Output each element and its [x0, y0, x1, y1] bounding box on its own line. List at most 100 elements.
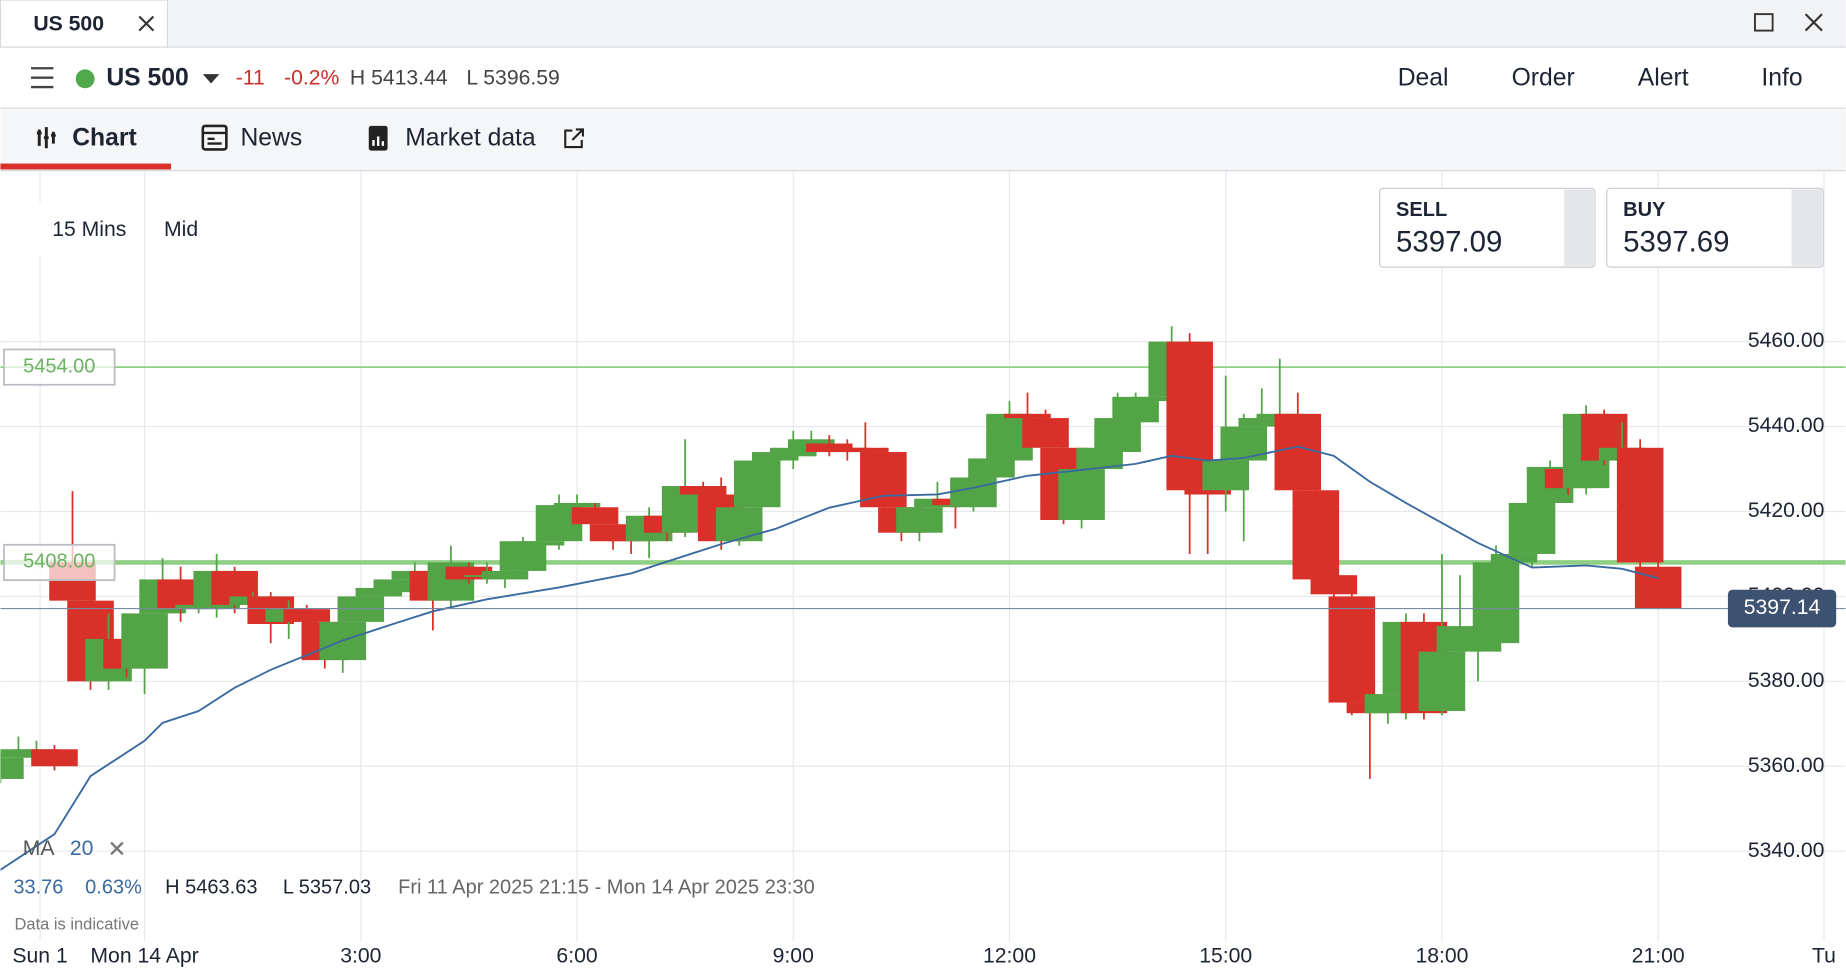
candle-body [1076, 447, 1123, 470]
external-link-icon[interactable] [564, 128, 584, 149]
x-tick-label: 9:00 [773, 944, 814, 967]
order-button[interactable]: Order [1512, 64, 1575, 91]
axes: 5340.005360.005380.005400.005420.005440.… [3, 329, 1837, 967]
candle-body [1292, 490, 1340, 580]
candle-body [950, 477, 997, 508]
news-icon [201, 124, 228, 151]
moving-average-line [0, 445, 1659, 871]
alert-button[interactable]: Alert [1638, 64, 1689, 91]
sell-button[interactable] [1378, 187, 1596, 268]
info-button[interactable]: Info [1761, 64, 1802, 91]
session-high: H 5413.44 [350, 66, 448, 89]
close-window-icon[interactable] [1804, 13, 1823, 32]
sell-price: 5397.09 [1396, 225, 1502, 258]
candle-body [1310, 575, 1358, 595]
candle-body [896, 507, 943, 533]
candle-body [31, 749, 78, 767]
session-low: L 5396.59 [466, 66, 559, 89]
x-tick-label: 6:00 [556, 944, 597, 967]
price-type-label[interactable]: Mid [164, 218, 198, 241]
buy-price: 5397.69 [1623, 225, 1729, 258]
disclaimer: Data is indicative [15, 915, 140, 933]
stats-range: Fri 11 Apr 2025 21:15 - Mon 14 Apr 2025 … [398, 877, 815, 899]
candle-body [1238, 418, 1286, 427]
indicator-period: 20 [70, 837, 94, 860]
alert-level-label: 5408.00 [23, 551, 95, 573]
buy-button[interactable] [1606, 187, 1824, 268]
x-tick-label: Mon 14 Apr [90, 944, 198, 967]
last-price-box [1727, 589, 1837, 628]
news-tab[interactable]: News [240, 124, 302, 151]
window-tab-title: US 500 [33, 12, 104, 35]
candle-body [517, 541, 565, 546]
candle-body [571, 507, 619, 525]
market-data-tab[interactable]: Market data [405, 124, 536, 151]
candle-body [968, 458, 1015, 478]
stats-change: 33.76 [13, 877, 63, 899]
candle-body [499, 541, 547, 571]
candle-body [1130, 396, 1177, 402]
candle-body [1058, 469, 1105, 520]
price-type-selector[interactable] [146, 202, 217, 257]
candle-body [1418, 651, 1466, 712]
x-tick-label: 12:00 [983, 944, 1036, 967]
candle-body [121, 613, 168, 669]
candle-body [842, 447, 889, 453]
candle-body [1508, 502, 1556, 554]
market-data-icon-bars [372, 136, 385, 146]
candle-body [1616, 447, 1664, 563]
candle-body [373, 579, 421, 593]
menu-icon[interactable] [31, 67, 54, 89]
active-tab-underline [0, 163, 172, 170]
market-open-dot [75, 69, 95, 89]
plot-area [0, 171, 1846, 942]
indicator-name: MA [23, 837, 56, 860]
candle-body [1004, 413, 1051, 419]
y-tick-label: 5340.00 [1748, 839, 1825, 862]
candle-body [481, 570, 529, 580]
stats-high: H 5463.63 [165, 877, 257, 899]
alert-level-box [3, 348, 116, 386]
candle-body [553, 502, 601, 508]
interval-selector[interactable] [31, 202, 144, 257]
alert-level-box [3, 543, 116, 581]
sell-button-strip [1564, 189, 1594, 266]
candle-body [283, 609, 331, 622]
x-tick-label: 15:00 [1199, 944, 1252, 967]
buy-button-strip [1791, 189, 1823, 266]
x-tick-label: 18:00 [1415, 944, 1468, 967]
candle-body [715, 507, 763, 542]
candle-body [1202, 460, 1250, 491]
deal-button[interactable]: Deal [1398, 64, 1449, 91]
y-tick-label: 5460.00 [1748, 329, 1825, 352]
tab-bar [0, 109, 1846, 171]
candle-body [1472, 562, 1520, 644]
y-tick-label: 5360.00 [1748, 754, 1825, 777]
remove-indicator-icon[interactable] [110, 841, 124, 856]
alert-level-label: 5454.00 [23, 355, 95, 377]
sell-label: SELL [1396, 199, 1447, 221]
price-change-pct: -0.2% [284, 66, 339, 89]
candle-body [1328, 596, 1376, 703]
close-tab-icon[interactable] [138, 15, 155, 32]
title-bar [0, 0, 1846, 48]
y-tick-label: 5440.00 [1748, 414, 1825, 437]
candle-body [679, 486, 727, 495]
candle-body [733, 460, 781, 508]
interval-label[interactable]: 15 Mins [52, 218, 126, 241]
candle-body [1022, 418, 1069, 448]
chart-icon [36, 127, 56, 149]
x-tick-label: 21:00 [1632, 944, 1685, 967]
y-tick-label: 5420.00 [1748, 499, 1825, 522]
chart-tab[interactable]: Chart [72, 124, 137, 151]
candle-body [860, 452, 907, 508]
price-change: -11 [236, 66, 265, 89]
maximize-icon[interactable] [1754, 13, 1774, 32]
news-icon-lines [202, 131, 227, 145]
window-tab[interactable] [0, 0, 169, 48]
x-tick-label: Sun 1 [12, 944, 67, 967]
x-tick-label: Tu [1812, 944, 1836, 967]
dropdown-caret[interactable] [202, 74, 220, 84]
instrument-name[interactable]: US 500 [106, 64, 188, 91]
last-price-label: 5397.14 [1744, 596, 1821, 619]
